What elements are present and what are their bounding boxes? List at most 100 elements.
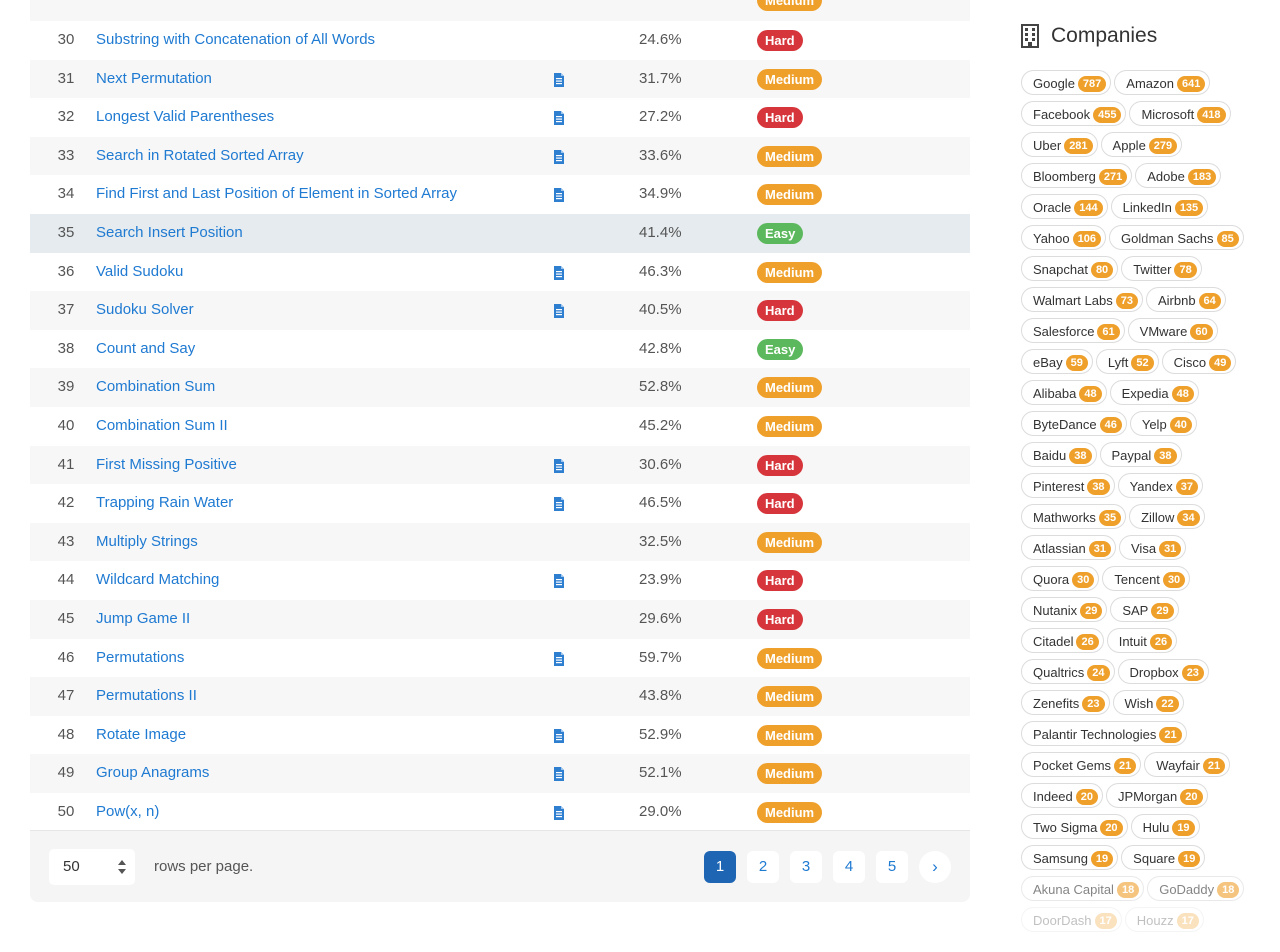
company-tag[interactable]: Akuna Capital 18	[1021, 876, 1145, 901]
acceptance-rate: 30.6%	[639, 455, 682, 473]
company-tag[interactable]: SAP 29	[1110, 597, 1179, 622]
company-tag[interactable]: Expedia 48	[1109, 380, 1199, 405]
problem-title-link[interactable]: Substring with Concatenation of All Word…	[96, 31, 376, 48]
problem-title-link[interactable]: Find First and Last Position of Element …	[96, 185, 458, 203]
company-tag[interactable]: Wish 22	[1112, 690, 1184, 715]
problem-title-link[interactable]: Combination Sum	[96, 378, 216, 396]
company-tag[interactable]: Twitter 78	[1121, 256, 1202, 281]
problem-title-link[interactable]: Valid Sudoku	[96, 262, 184, 280]
company-tag[interactable]: Zillow 34	[1129, 504, 1205, 529]
company-tag[interactable]: Two Sigma 20	[1021, 814, 1128, 839]
solution-document-icon[interactable]	[552, 458, 566, 473]
company-tag[interactable]: ByteDance 46	[1021, 411, 1127, 436]
company-tag[interactable]: Wayfair 21	[1144, 752, 1231, 777]
company-tag[interactable]: Houzz 17	[1124, 907, 1204, 932]
solution-document-icon[interactable]	[552, 72, 566, 87]
company-tag[interactable]: Zenefits 23	[1021, 690, 1110, 715]
page-3-button[interactable]: 3	[790, 851, 822, 883]
company-tag[interactable]: Yandex 37	[1117, 473, 1203, 498]
company-tag[interactable]: Indeed 20	[1021, 783, 1104, 808]
problem-title-link[interactable]: Longest Valid Parentheses	[96, 108, 275, 126]
company-tag[interactable]: eBay 59	[1021, 349, 1093, 374]
company-tag[interactable]: Alibaba 48	[1021, 380, 1107, 405]
company-tag[interactable]: Pinterest 38	[1021, 473, 1115, 498]
company-tag[interactable]: Pocket Gems 21	[1021, 752, 1142, 777]
company-tag[interactable]: Salesforce 61	[1021, 318, 1125, 343]
company-tag[interactable]: Amazon 641	[1114, 70, 1211, 95]
company-tag[interactable]: Google 787	[1021, 70, 1112, 95]
company-tag[interactable]: Airbnb 64	[1145, 287, 1226, 312]
company-tag[interactable]: Walmart Labs 73	[1021, 287, 1143, 312]
solution-document-icon[interactable]	[552, 574, 566, 589]
company-tag[interactable]: Intuit 26	[1106, 628, 1178, 653]
solution-document-icon[interactable]	[552, 265, 566, 280]
company-tag[interactable]: Dropbox 23	[1117, 659, 1209, 684]
company-tag[interactable]: Yahoo 106	[1021, 225, 1106, 250]
page-5-button[interactable]: 5	[876, 851, 908, 883]
company-tag[interactable]: Uber 281	[1021, 132, 1098, 157]
solution-document-icon[interactable]	[552, 111, 566, 126]
company-tag[interactable]: Oracle 144	[1021, 194, 1108, 219]
company-tag[interactable]: JPMorgan 20	[1106, 783, 1208, 808]
problem-title-link[interactable]: First Missing Positive	[96, 455, 237, 473]
company-tag[interactable]: Bloomberg 271	[1021, 163, 1133, 188]
company-count-badge: 73	[1115, 293, 1138, 309]
company-tag[interactable]: Samsung 19	[1021, 845, 1119, 870]
problem-title-link[interactable]: Next Permutation	[96, 69, 212, 87]
page-1-button[interactable]: 1	[704, 851, 736, 883]
company-tag[interactable]: Visa 31	[1119, 535, 1187, 560]
solution-document-icon[interactable]	[552, 304, 566, 319]
solution-document-icon[interactable]	[552, 651, 566, 666]
company-name: Hulu	[1142, 820, 1170, 835]
company-tag[interactable]: DoorDash 17	[1021, 907, 1122, 932]
problem-title-link[interactable]: Jump Game II	[96, 609, 191, 627]
company-tag[interactable]: Mathworks 35	[1021, 504, 1127, 529]
solution-document-icon[interactable]	[552, 767, 566, 782]
company-tag[interactable]: Apple 279	[1100, 132, 1183, 157]
company-tag[interactable]: Palantir Technologies 21	[1021, 721, 1187, 746]
company-tag[interactable]: LinkedIn 135	[1110, 194, 1209, 219]
solution-document-icon[interactable]	[552, 497, 566, 512]
problem-title-link[interactable]: Wildcard Matching	[96, 571, 220, 589]
page-4-button[interactable]: 4	[833, 851, 865, 883]
company-tag[interactable]: Baidu 38	[1021, 442, 1097, 467]
company-tag[interactable]: Quora 30	[1021, 566, 1100, 591]
problem-title-link[interactable]: Search in Rotated Sorted Array	[96, 146, 304, 164]
company-tag[interactable]: Facebook 455	[1021, 101, 1127, 126]
next-page-button[interactable]: ›	[919, 851, 951, 883]
company-tag[interactable]: Tencent 30	[1102, 566, 1191, 591]
problem-title-link[interactable]: Count and Say	[96, 339, 196, 357]
company-tag[interactable]: Cisco 49	[1161, 349, 1237, 374]
problem-title-link[interactable]: Combination Sum II	[96, 416, 228, 434]
company-tag[interactable]: Qualtrics 24	[1021, 659, 1115, 684]
company-tag[interactable]: Microsoft 418	[1129, 101, 1231, 126]
company-tag[interactable]: Paypal 38	[1099, 442, 1182, 467]
problem-title-link[interactable]: Rotate Image	[96, 725, 187, 743]
problem-title-link[interactable]: Permutations II	[96, 687, 197, 705]
company-tag[interactable]: Nutanix 29	[1021, 597, 1108, 622]
problem-title-link[interactable]: Trapping Rain Water	[96, 494, 234, 512]
rows-per-page-select[interactable]: 50	[49, 849, 135, 885]
company-tag[interactable]: Atlassian 31	[1021, 535, 1116, 560]
company-tag[interactable]: Snapchat 80	[1021, 256, 1119, 281]
problem-title-link[interactable]: Group Anagrams	[96, 764, 210, 782]
company-tag[interactable]: Hulu 19	[1130, 814, 1200, 839]
company-tag[interactable]: GoDaddy 18	[1147, 876, 1245, 901]
page-2-button[interactable]: 2	[747, 851, 779, 883]
company-tag[interactable]: Yelp 40	[1129, 411, 1197, 436]
problem-title-link[interactable]: Multiply Strings	[96, 532, 198, 550]
problem-title-link[interactable]: Search Insert Position	[96, 223, 243, 241]
company-tag[interactable]: Goldman Sachs 85	[1109, 225, 1244, 250]
problem-title-link[interactable]: Pow(x, n)	[96, 802, 160, 820]
solution-document-icon[interactable]	[552, 728, 566, 743]
company-tag[interactable]: Lyft 52	[1095, 349, 1159, 374]
solution-document-icon[interactable]	[552, 188, 566, 203]
company-tag[interactable]: Adobe 183	[1135, 163, 1222, 188]
solution-document-icon[interactable]	[552, 805, 566, 820]
problem-title-link[interactable]: Permutations	[96, 648, 185, 666]
company-tag[interactable]: Citadel 26	[1021, 628, 1104, 653]
company-tag[interactable]: VMware 60	[1127, 318, 1218, 343]
problem-title-link[interactable]: Sudoku Solver	[96, 301, 194, 319]
solution-document-icon[interactable]	[552, 149, 566, 164]
company-tag[interactable]: Square 19	[1121, 845, 1206, 870]
